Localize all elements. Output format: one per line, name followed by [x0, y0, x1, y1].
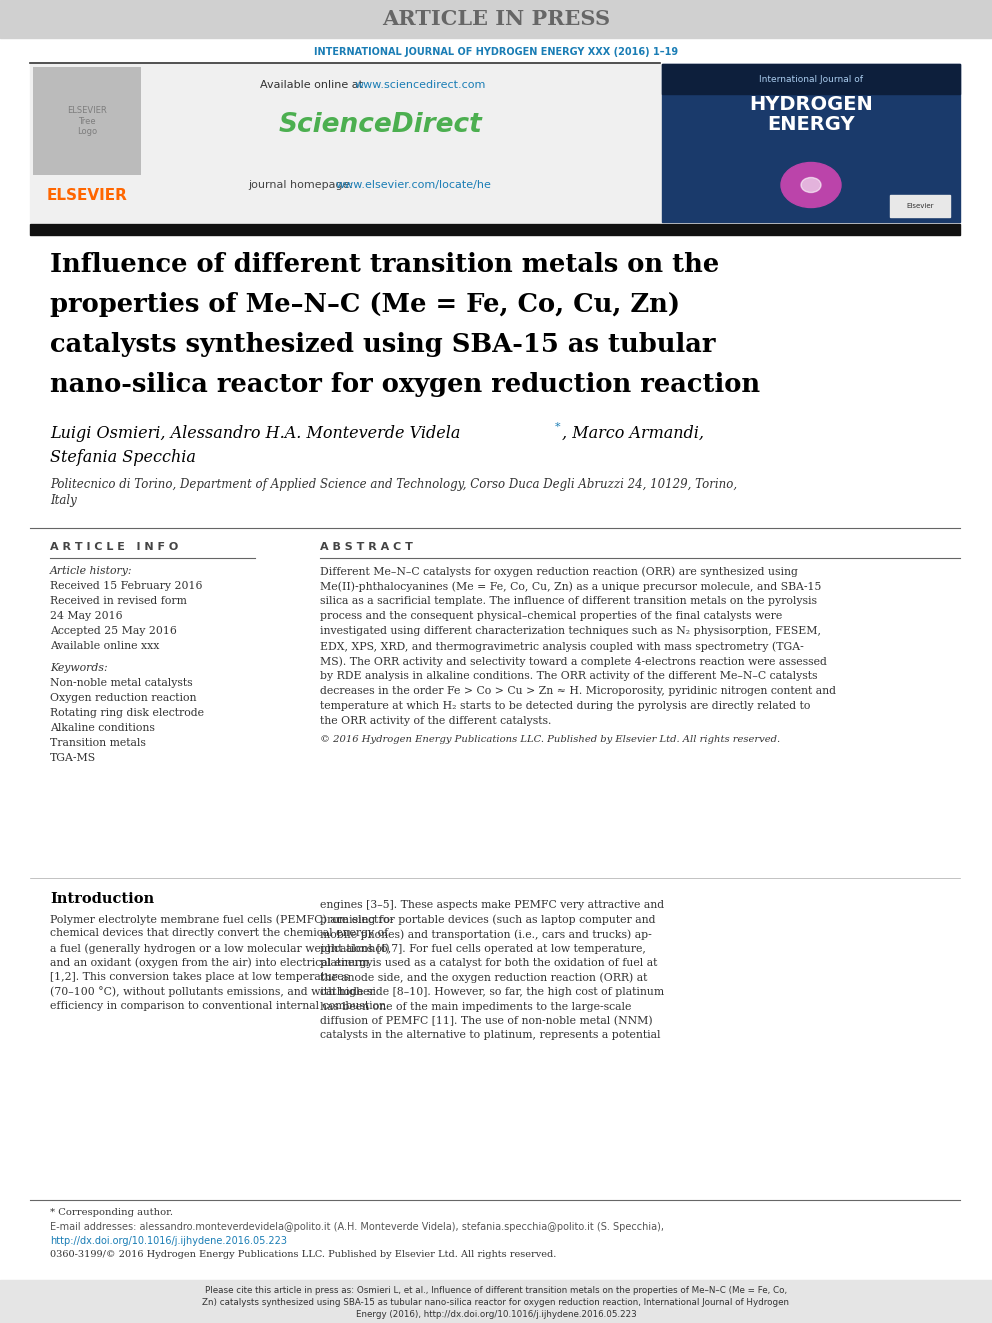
- Text: mobile phones) and transportation (i.e., cars and trucks) ap-: mobile phones) and transportation (i.e.,…: [320, 929, 652, 939]
- Text: Polymer electrolyte membrane fuel cells (PEMFC) are electro-: Polymer electrolyte membrane fuel cells …: [50, 914, 394, 925]
- Text: Accepted 25 May 2016: Accepted 25 May 2016: [50, 626, 177, 636]
- Text: by RDE analysis in alkaline conditions. The ORR activity of the different Me–N–C: by RDE analysis in alkaline conditions. …: [320, 671, 817, 681]
- Text: cathode side [8–10]. However, so far, the high cost of platinum: cathode side [8–10]. However, so far, th…: [320, 987, 664, 998]
- Text: Zn) catalysts synthesized using SBA-15 as tubular nano-silica reactor for oxygen: Zn) catalysts synthesized using SBA-15 a…: [202, 1298, 790, 1307]
- Text: ENERGY: ENERGY: [767, 115, 855, 135]
- Text: Italy: Italy: [50, 493, 76, 507]
- Text: ELSEVIER
Tree
Logo: ELSEVIER Tree Logo: [67, 106, 107, 136]
- Text: 0360-3199/© 2016 Hydrogen Energy Publications LLC. Published by Elsevier Ltd. Al: 0360-3199/© 2016 Hydrogen Energy Publica…: [50, 1250, 557, 1259]
- Text: investigated using different characterization techniques such as N₂ physisorptio: investigated using different characteriz…: [320, 626, 821, 636]
- Text: Influence of different transition metals on the: Influence of different transition metals…: [50, 251, 719, 277]
- Text: has been one of the main impediments to the large-scale: has been one of the main impediments to …: [320, 1002, 631, 1012]
- Text: A B S T R A C T: A B S T R A C T: [320, 542, 413, 552]
- Text: * Corresponding author.: * Corresponding author.: [50, 1208, 173, 1217]
- Text: Luigi Osmieri, Alessandro H.A. Monteverde Videla: Luigi Osmieri, Alessandro H.A. Monteverd…: [50, 425, 460, 442]
- Text: Available online at: Available online at: [260, 79, 366, 90]
- Text: temperature at which H₂ starts to be detected during the pyrolysis are directly : temperature at which H₂ starts to be det…: [320, 701, 810, 710]
- Text: www.sciencedirect.com: www.sciencedirect.com: [355, 79, 486, 90]
- Text: www.elsevier.com/locate/he: www.elsevier.com/locate/he: [336, 180, 492, 191]
- Text: nano-silica reactor for oxygen reduction reaction: nano-silica reactor for oxygen reduction…: [50, 372, 760, 397]
- Text: silica as a sacrificial template. The influence of different transition metals o: silica as a sacrificial template. The in…: [320, 595, 817, 606]
- Text: efficiency in comparison to conventional internal combustion: efficiency in comparison to conventional…: [50, 1002, 386, 1011]
- Text: *: *: [555, 422, 560, 433]
- Text: [1,2]. This conversion takes place at low temperatures: [1,2]. This conversion takes place at lo…: [50, 972, 349, 982]
- Text: Me(II)-phthalocyanines (Me = Fe, Co, Cu, Zn) as a unique precursor molecule, and: Me(II)-phthalocyanines (Me = Fe, Co, Cu,…: [320, 581, 821, 591]
- Text: and an oxidant (oxygen from the air) into electrical energy: and an oxidant (oxygen from the air) int…: [50, 958, 373, 968]
- Text: the ORR activity of the different catalysts.: the ORR activity of the different cataly…: [320, 716, 552, 726]
- Text: TGA-MS: TGA-MS: [50, 753, 96, 763]
- Ellipse shape: [781, 163, 841, 208]
- Text: ELSEVIER: ELSEVIER: [47, 188, 127, 204]
- Text: process and the consequent physical–chemical properties of the final catalysts w: process and the consequent physical–chem…: [320, 611, 783, 620]
- Text: © 2016 Hydrogen Energy Publications LLC. Published by Elsevier Ltd. All rights r: © 2016 Hydrogen Energy Publications LLC.…: [320, 736, 780, 744]
- Text: E-mail addresses: alessandro.monteverdevidela@polito.it (A.H. Monteverde Videla): E-mail addresses: alessandro.monteverdev…: [50, 1222, 664, 1232]
- Bar: [30, 224, 960, 235]
- Text: Rotating ring disk electrode: Rotating ring disk electrode: [50, 708, 204, 718]
- Text: 24 May 2016: 24 May 2016: [50, 611, 123, 620]
- Text: the anode side, and the oxygen reduction reaction (ORR) at: the anode side, and the oxygen reduction…: [320, 972, 648, 983]
- Bar: [890, 194, 950, 217]
- Text: promising for portable devices (such as laptop computer and: promising for portable devices (such as …: [320, 914, 656, 925]
- Text: http://dx.doi.org/10.1016/j.ijhydene.2016.05.223: http://dx.doi.org/10.1016/j.ijhydene.201…: [50, 1236, 287, 1246]
- Bar: [662, 64, 960, 222]
- Text: decreases in the order Fe > Co > Cu > Zn ≈ H. Microporosity, pyridinic nitrogen : decreases in the order Fe > Co > Cu > Zn…: [320, 687, 836, 696]
- Text: diffusion of PEMFC [11]. The use of non-noble metal (NNM): diffusion of PEMFC [11]. The use of non-…: [320, 1016, 653, 1027]
- Text: Available online xxx: Available online xxx: [50, 642, 160, 651]
- Text: catalysts synthesized using SBA-15 as tubular: catalysts synthesized using SBA-15 as tu…: [50, 332, 715, 357]
- Text: plications [6,7]. For fuel cells operated at low temperature,: plications [6,7]. For fuel cells operate…: [320, 943, 646, 954]
- Text: ScienceDirect: ScienceDirect: [278, 112, 482, 138]
- Text: Energy (2016), http://dx.doi.org/10.1016/j.ijhydene.2016.05.223: Energy (2016), http://dx.doi.org/10.1016…: [355, 1310, 637, 1319]
- Text: EDX, XPS, XRD, and thermogravimetric analysis coupled with mass spectrometry (TG: EDX, XPS, XRD, and thermogravimetric ana…: [320, 642, 804, 651]
- Text: A R T I C L E   I N F O: A R T I C L E I N F O: [50, 542, 179, 552]
- Text: Received 15 February 2016: Received 15 February 2016: [50, 581, 202, 591]
- Text: Alkaline conditions: Alkaline conditions: [50, 722, 155, 733]
- Text: Stefania Specchia: Stefania Specchia: [50, 448, 195, 466]
- Text: Introduction: Introduction: [50, 892, 154, 906]
- Text: International Journal of: International Journal of: [759, 74, 863, 83]
- Text: , Marco Armandi,: , Marco Armandi,: [562, 425, 704, 442]
- Bar: [0, 0, 992, 38]
- Text: Keywords:: Keywords:: [50, 663, 107, 673]
- Text: Article history:: Article history:: [50, 566, 133, 576]
- Text: journal homepage:: journal homepage:: [248, 180, 357, 191]
- Text: platinum is used as a catalyst for both the oxidation of fuel at: platinum is used as a catalyst for both …: [320, 958, 658, 968]
- Text: HYDROGEN: HYDROGEN: [749, 95, 873, 115]
- Text: Transition metals: Transition metals: [50, 738, 146, 747]
- Text: catalysts in the alternative to platinum, represents a potential: catalysts in the alternative to platinum…: [320, 1031, 661, 1040]
- Text: chemical devices that directly convert the chemical energy of: chemical devices that directly convert t…: [50, 929, 388, 938]
- Text: Oxygen reduction reaction: Oxygen reduction reaction: [50, 693, 196, 703]
- Text: Different Me–N–C catalysts for oxygen reduction reaction (ORR) are synthesized u: Different Me–N–C catalysts for oxygen re…: [320, 566, 798, 577]
- Text: engines [3–5]. These aspects make PEMFC very attractive and: engines [3–5]. These aspects make PEMFC …: [320, 900, 664, 910]
- Text: a fuel (generally hydrogen or a low molecular weight alcohol): a fuel (generally hydrogen or a low mole…: [50, 943, 390, 954]
- Text: Politecnico di Torino, Department of Applied Science and Technology, Corso Duca : Politecnico di Torino, Department of App…: [50, 478, 737, 491]
- Text: properties of Me–N–C (Me = Fe, Co, Cu, Zn): properties of Me–N–C (Me = Fe, Co, Cu, Z…: [50, 292, 681, 318]
- Bar: [30, 64, 662, 222]
- Text: MS). The ORR activity and selectivity toward a complete 4-electrons reaction wer: MS). The ORR activity and selectivity to…: [320, 656, 827, 667]
- Bar: [0, 1279, 992, 1323]
- Ellipse shape: [801, 177, 821, 193]
- Text: (70–100 °C), without pollutants emissions, and with higher: (70–100 °C), without pollutants emission…: [50, 987, 375, 998]
- Bar: [662, 64, 960, 94]
- Text: ARTICLE IN PRESS: ARTICLE IN PRESS: [382, 9, 610, 29]
- Text: Please cite this article in press as: Osmieri L, et al., Influence of different : Please cite this article in press as: Os…: [205, 1286, 787, 1295]
- Text: Elsevier: Elsevier: [907, 202, 933, 209]
- Text: Received in revised form: Received in revised form: [50, 595, 186, 606]
- Text: INTERNATIONAL JOURNAL OF HYDROGEN ENERGY XXX (2016) 1–19: INTERNATIONAL JOURNAL OF HYDROGEN ENERGY…: [313, 48, 679, 57]
- Bar: [33, 67, 141, 175]
- Text: Non-noble metal catalysts: Non-noble metal catalysts: [50, 677, 192, 688]
